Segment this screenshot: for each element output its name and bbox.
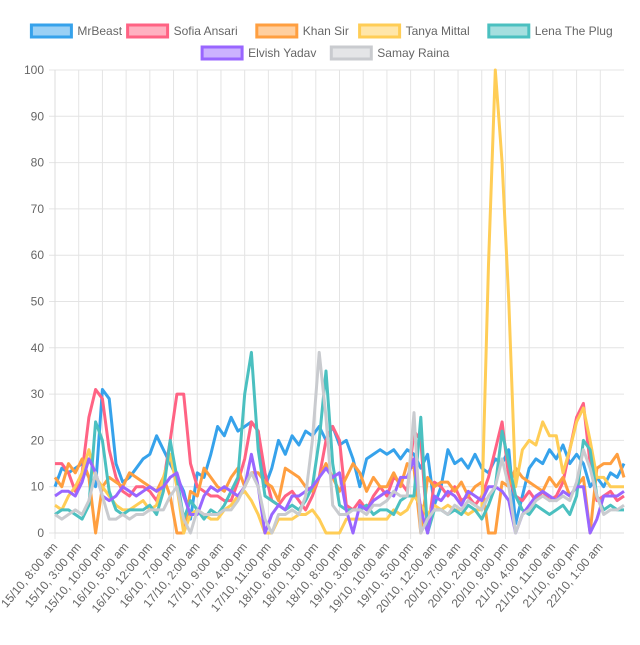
legend-item[interactable]: Tanya Mittal [358, 23, 470, 39]
legend-label: Sofia Ansari [174, 24, 238, 38]
y-tick-label: 80 [31, 156, 45, 170]
y-tick-label: 60 [31, 248, 45, 262]
legend-label: Lena The Plug [535, 24, 613, 38]
legend: MrBeast Sofia Ansari Khan Sir Tanya Mittal L… [29, 23, 613, 61]
legend-item[interactable]: Elvish Yadav [200, 45, 316, 61]
y-tick-label: 20 [31, 433, 45, 447]
legend-label: Elvish Yadav [248, 46, 316, 60]
legend-swatch[interactable] [487, 23, 531, 39]
legend-item[interactable]: Lena The Plug [487, 23, 613, 39]
legend-swatch[interactable] [255, 23, 299, 39]
legend-swatch[interactable] [358, 23, 402, 39]
y-tick-label: 40 [31, 341, 45, 355]
y-tick-label: 30 [31, 387, 45, 401]
series-line-sofia-ansari [55, 388, 625, 535]
series-lines [53, 68, 626, 535]
legend-label: Tanya Mittal [406, 24, 470, 38]
legend-swatch[interactable] [329, 45, 373, 61]
series-line-lena-the-plug [54, 350, 624, 535]
legend-item[interactable]: Khan Sir [255, 23, 349, 39]
legend-label: MrBeast [77, 24, 122, 38]
y-axis: 0 10 20 30 40 50 60 70 80 90 100 [24, 63, 44, 540]
legend-item[interactable]: Sofia Ansari [126, 23, 238, 39]
y-tick-label: 50 [31, 295, 45, 309]
legend-swatch[interactable] [200, 45, 244, 61]
legend-swatch[interactable] [29, 23, 73, 39]
legend-item[interactable]: MrBeast [29, 23, 123, 39]
legend-label: Samay Raina [377, 46, 449, 60]
legend-item[interactable]: Samay Raina [329, 45, 450, 61]
y-tick-label: 100 [24, 63, 44, 77]
y-tick-label: 0 [37, 526, 44, 540]
legend-swatch[interactable] [126, 23, 170, 39]
y-tick-label: 90 [31, 109, 45, 123]
series-line-elvish-yadav [54, 452, 625, 535]
y-tick-label: 10 [31, 480, 45, 494]
legend-label: Khan Sir [303, 24, 349, 38]
y-tick-label: 70 [31, 202, 45, 216]
series-line-samay-raina [54, 350, 625, 535]
